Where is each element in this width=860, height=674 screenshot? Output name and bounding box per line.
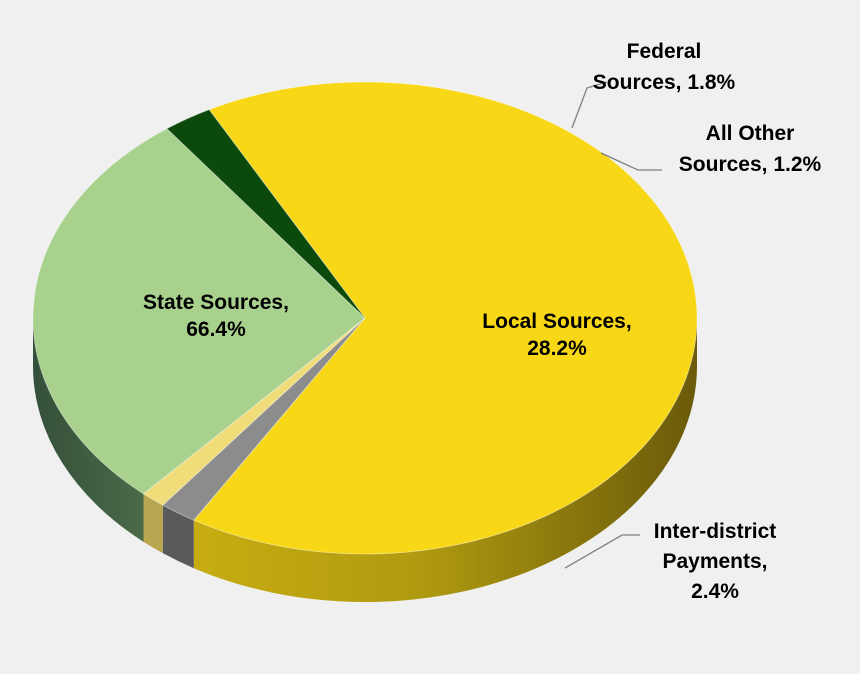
pie-side-federal-sources [162,505,194,569]
pie-slice-state-sources [192,81,698,555]
data-label-inter-district-payments: Inter-district Payments, 2.4% [654,520,777,603]
leader-line-federal-sources [571,81,608,129]
data-label-line: Sources, 1.8% [593,71,736,94]
data-label-line: Payments, [662,550,767,573]
pie-side-state-sources [193,318,698,602]
pie-slice-all-other-sources [142,317,366,506]
pie-top-faces [32,81,698,555]
data-label-line: 28.2% [527,337,587,360]
data-labels: State Sources, 66.4% Federal Sources, 1.8% A… [143,40,821,603]
leader-lines [564,81,662,569]
data-label-line: 2.4% [691,580,739,603]
leader-line-all-other-sources [600,152,662,171]
data-label-line: Inter-district [654,520,777,543]
data-label-federal-sources: Federal Sources, 1.8% [593,40,736,94]
data-label-all-other-sources: All Other Sources, 1.2% [679,122,822,176]
pie-side-local-sources [33,318,144,542]
data-label-line: State Sources, [143,291,289,314]
pie-slice-federal-sources [161,317,366,521]
data-label-local-sources: Local Sources, 28.2% [482,310,631,360]
leader-line-inter-district-payments [564,534,640,569]
data-label-line: Local Sources, [482,310,631,333]
pie-slice-inter-district-payments [166,109,366,319]
pie-side-walls [33,318,698,602]
data-label-state-sources: State Sources, 66.4% [143,291,289,341]
data-label-line: Sources, 1.2% [679,153,822,176]
pie-side-all-other-sources [143,493,163,554]
data-label-line: All Other [706,122,795,145]
pie-slice-local-sources [32,128,366,495]
data-label-line: 66.4% [186,318,246,341]
data-label-line: Federal [627,40,702,63]
